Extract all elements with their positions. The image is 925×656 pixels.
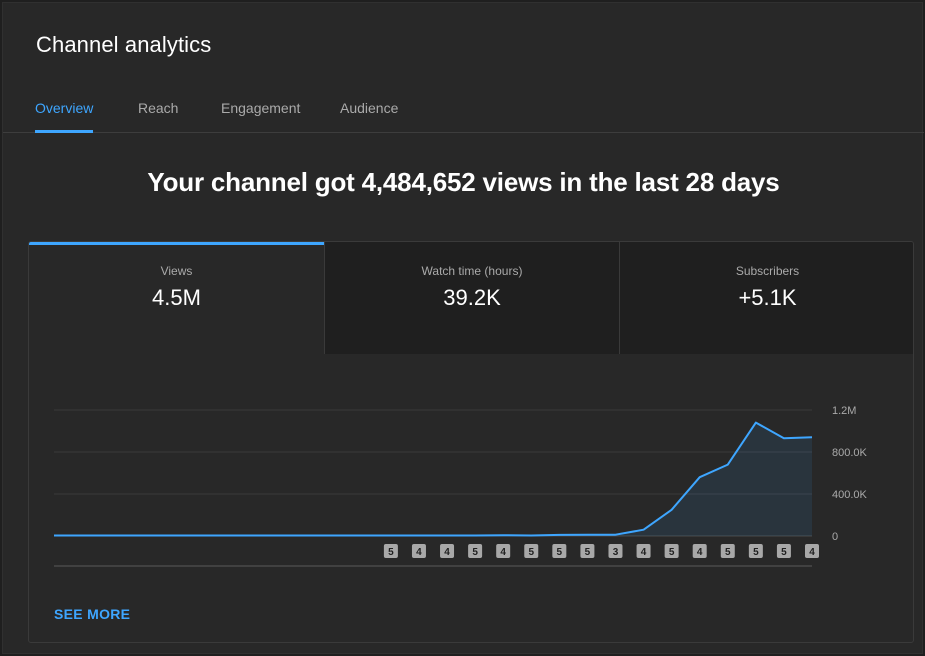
video-marker[interactable]: 4 (496, 544, 511, 558)
video-marker-box (552, 544, 567, 558)
tab-overview[interactable]: Overview (35, 100, 94, 133)
views-chart: 1.2M 800.0K 400.0K 0 5 4 4 5 4 5 5 5 3 4 5 4 5 5 5 4 (54, 405, 868, 567)
video-marker[interactable]: 4 (440, 544, 455, 558)
video-marker-box (608, 544, 623, 558)
video-marker-label: 5 (753, 547, 759, 558)
video-marker-label: 5 (669, 547, 675, 558)
y-tick-label: 1.2M (832, 405, 856, 417)
y-tick-label: 800.0K (832, 447, 868, 459)
video-marker[interactable]: 4 (692, 544, 707, 558)
video-marker-box (748, 544, 763, 558)
views-line (54, 421, 813, 537)
video-marker-label: 5 (725, 547, 731, 558)
metric-tab-views[interactable]: Views 4.5M (29, 242, 324, 354)
page-title: Channel analytics (36, 32, 212, 57)
metric-value: +5.1K (738, 285, 797, 310)
video-marker-box (580, 544, 595, 558)
video-marker[interactable]: 5 (524, 544, 539, 558)
video-marker-label: 5 (528, 547, 534, 558)
tab-engagement[interactable]: Engagement (221, 100, 301, 116)
video-marker-label: 3 (613, 547, 619, 558)
metric-label: Views (160, 264, 193, 278)
video-marker-box (524, 544, 539, 558)
video-marker[interactable]: 4 (636, 544, 651, 558)
video-marker[interactable]: 5 (720, 544, 735, 558)
video-marker-label: 4 (416, 547, 422, 558)
video-marker-box (805, 544, 819, 558)
video-marker-box (664, 544, 679, 558)
video-marker[interactable]: 5 (776, 544, 791, 558)
video-marker[interactable]: 5 (580, 544, 595, 558)
video-marker-label: 5 (585, 547, 591, 558)
views-headline: Your channel got 4,484,652 views in the … (147, 167, 780, 197)
video-marker-box (440, 544, 455, 558)
video-marker-box (692, 544, 707, 558)
video-marker[interactable]: 3 (608, 544, 623, 558)
y-tick-label: 400.0K (832, 489, 868, 501)
metrics-card: Views 4.5M Watch time (hours) 39.2K Subs… (28, 241, 914, 643)
tab-audience[interactable]: Audience (340, 100, 399, 116)
video-marker-box (720, 544, 735, 558)
video-marker[interactable]: 4 (411, 544, 426, 558)
views-area (54, 422, 812, 536)
metric-value: 39.2K (443, 285, 501, 310)
video-marker[interactable]: 4 (805, 544, 819, 558)
video-marker-label: 4 (500, 547, 506, 558)
metric-tab-subscribers[interactable]: Subscribers +5.1K (619, 242, 913, 354)
y-tick-label: 0 (832, 531, 838, 543)
video-marker-label: 5 (472, 547, 478, 558)
metric-value: 4.5M (152, 285, 201, 310)
video-marker-label: 5 (388, 547, 394, 558)
video-marker[interactable]: 5 (748, 544, 763, 558)
video-marker[interactable]: 5 (664, 544, 679, 558)
video-marker-label: 5 (557, 547, 563, 558)
video-marker-box (411, 544, 426, 558)
video-marker-label: 5 (781, 547, 787, 558)
video-marker-box (636, 544, 651, 558)
video-marker-box (776, 544, 791, 558)
video-marker[interactable]: 5 (552, 544, 567, 558)
video-marker-label: 4 (697, 547, 703, 558)
video-marker-box (383, 544, 398, 558)
metric-label: Subscribers (735, 264, 800, 278)
video-marker-label: 4 (809, 547, 815, 558)
video-marker-box (468, 544, 483, 558)
tab-reach[interactable]: Reach (138, 100, 179, 116)
tab-bar: Overview Reach Engagement Audience (3, 95, 924, 133)
video-marker-box (496, 544, 511, 558)
video-marker[interactable]: 5 (468, 544, 483, 558)
video-marker-label: 4 (641, 547, 647, 558)
metric-label: Watch time (hours) (421, 264, 523, 278)
metric-tab-watch-time[interactable]: Watch time (hours) 39.2K (324, 242, 619, 354)
video-marker[interactable]: 5 (383, 544, 398, 558)
see-more-link[interactable]: SEE MORE (54, 606, 131, 622)
video-marker-label: 4 (444, 547, 450, 558)
